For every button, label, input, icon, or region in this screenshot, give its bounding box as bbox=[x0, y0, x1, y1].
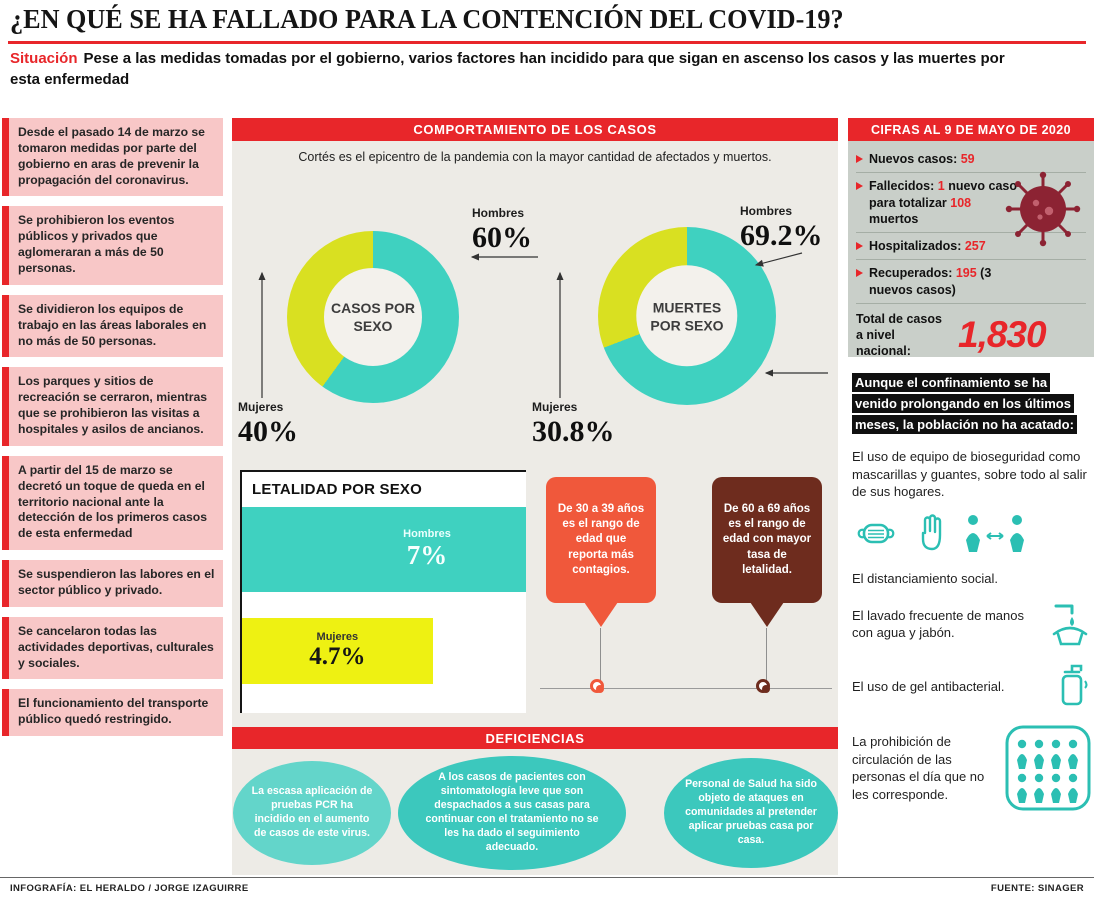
callout-rango-contagios: De 30 a 39 años es el rango de edad que … bbox=[546, 477, 656, 603]
comportamiento-intro: Cortés es el epicentro de la pandemia co… bbox=[298, 150, 772, 164]
donut-casos-title: CASOS POR SEXO bbox=[323, 267, 423, 367]
timeline-axis bbox=[540, 688, 832, 689]
bioseguridad-icons bbox=[852, 511, 1092, 557]
slice-value: 40% bbox=[238, 415, 298, 448]
conduct-item-text: El distanciamiento social. bbox=[852, 570, 998, 586]
letalidad-panel: LETALIDAD POR SEXO Hombres 7% Mujeres 4.… bbox=[240, 470, 526, 713]
label-casos-mujeres: Mujeres 40% bbox=[238, 400, 298, 449]
arrow-bullet-icon bbox=[856, 155, 863, 163]
deficiencias-header: DEFICIENCIAS bbox=[232, 727, 838, 749]
label-muertes-hombres: Hombres 69.2% bbox=[740, 204, 823, 253]
footer: INFOGRAFÍA: EL HERALDO / JORGE IZAGUIRRE… bbox=[0, 877, 1094, 899]
footer-credit: INFOGRAFÍA: EL HERALDO / JORGE IZAGUIRRE bbox=[10, 883, 249, 894]
slice-value: 30.8% bbox=[532, 415, 615, 448]
callout-connector-line bbox=[766, 628, 767, 682]
donut-chart-casos-por-sexo: CASOS POR SEXO bbox=[287, 231, 459, 403]
stat-text: Fallecidos: 1 nuevo caso para totalizar … bbox=[869, 179, 1017, 226]
total-value: 1,830 bbox=[958, 314, 1047, 356]
bar-label: Hombres bbox=[403, 528, 451, 540]
measure-item: Desde el pasado 14 de marzo se tomaron m… bbox=[2, 118, 223, 197]
conduct-section: Aunque el confinamiento se ha venido pro… bbox=[852, 372, 1092, 812]
conduct-item-text: El uso de gel antibacterial. bbox=[852, 678, 1005, 694]
conduct-item-text: El uso de equipo de bioseguridad como ma… bbox=[852, 449, 1087, 500]
coronavirus-icon bbox=[1005, 171, 1081, 247]
stat-text: Nuevos casos: 59 bbox=[869, 152, 975, 166]
cifras-box: Nuevos casos: 59 Fallecidos: 1 nuevo caso… bbox=[848, 141, 1094, 360]
deficiencia-blob: La escasa aplicación de pruebas PCR ha i… bbox=[233, 761, 391, 865]
page-subtitle: Situación Pese a las medidas tomadas por … bbox=[10, 49, 1010, 90]
bar-label: Mujeres bbox=[316, 631, 359, 643]
slice-value: 69.2% bbox=[740, 219, 823, 252]
callout-connector-line bbox=[600, 628, 601, 682]
deficiencia-blob: A los casos de pacientes con sintomatolo… bbox=[398, 756, 626, 870]
total-label: Total de casos a nivel nacional: bbox=[856, 311, 942, 359]
stat-row: Fallecidos: 1 nuevo caso para totalizar … bbox=[856, 173, 1086, 233]
arrow-bullet-icon bbox=[856, 269, 863, 278]
conduct-item-circulacion: La prohibición de circulación de las per… bbox=[852, 724, 1092, 812]
stat-row: Nuevos casos: 59 bbox=[856, 146, 1086, 174]
gloves-icon bbox=[921, 514, 942, 550]
title-underline bbox=[8, 41, 1086, 44]
measure-item: El funcionamiento del transporte público… bbox=[2, 689, 223, 737]
conduct-item-bioseguridad: El uso de equipo de bioseguridad como ma… bbox=[852, 448, 1092, 557]
page-title: ¿EN QUÉ SE HA FALLADO PARA LA CONTENCIÓN… bbox=[10, 4, 844, 34]
conduct-item-gel: El uso de gel antibacterial. bbox=[852, 661, 1092, 711]
slice-value: 60% bbox=[472, 221, 532, 254]
donut-chart-muertes-por-sexo: MUERTES POR SEXO bbox=[598, 227, 776, 405]
conduct-intro: Aunque el confinamiento se ha venido pro… bbox=[852, 372, 1092, 435]
measure-item: A partir del 15 de marzo se decretó un t… bbox=[2, 455, 223, 551]
bar-letalidad-hombres: Hombres 7% bbox=[242, 507, 526, 592]
conduct-item-distanciamiento: El distanciamiento social. bbox=[852, 570, 1092, 588]
mask-icon bbox=[857, 523, 895, 544]
measure-item: Se suspendieron las labores en el sector… bbox=[2, 560, 223, 607]
total-row: Total de casos a nivel nacional: 1,830 bbox=[856, 304, 1086, 360]
measure-item: Se dividieron los equipos de trabajo en … bbox=[2, 294, 223, 358]
gel-icon bbox=[1061, 665, 1088, 706]
conduct-item-text: La prohibición de circulación de las per… bbox=[852, 734, 985, 802]
handwash-icon bbox=[1052, 604, 1088, 646]
arrow-bullet-icon bbox=[856, 182, 863, 191]
measure-item: Los parques y sitios de recreación se ce… bbox=[2, 367, 223, 446]
label-casos-hombres: Hombres 60% bbox=[472, 206, 532, 255]
timeline-marker-letalidad bbox=[756, 679, 770, 693]
slice-label: Mujeres bbox=[238, 400, 284, 414]
stat-text: Hospitalizados: 257 bbox=[869, 239, 986, 253]
footer-source: FUENTE: SINAGER bbox=[990, 883, 1084, 894]
stats-list: Nuevos casos: 59 Fallecidos: 1 nuevo caso… bbox=[856, 146, 1086, 304]
conduct-item-text: El lavado frecuente de manos con agua y … bbox=[852, 607, 1024, 641]
conduct-item-lavado: El lavado frecuente de manos con agua y … bbox=[852, 600, 1092, 648]
measure-item: Se prohibieron los eventos públicos y pr… bbox=[2, 206, 223, 285]
subtitle-label: Situación bbox=[10, 50, 78, 67]
deficiencia-blob: Personal de Salud ha sido objeto de ataq… bbox=[664, 758, 838, 868]
letalidad-title: LETALIDAD POR SEXO bbox=[252, 481, 422, 498]
bar-value: 7% bbox=[406, 540, 448, 570]
callout-text: De 30 a 39 años es el rango de edad que … bbox=[557, 503, 645, 576]
callout-text: De 60 a 69 años es el rango de edad con … bbox=[722, 503, 812, 576]
comportamiento-header: COMPORTAMIENTO DE LOS CASOS bbox=[232, 118, 838, 141]
stat-row: Hospitalizados: 257 bbox=[856, 233, 1086, 261]
measures-list: Desde el pasado 14 de marzo se tomaron m… bbox=[2, 118, 223, 737]
stat-text: Recuperados: 195 (3 nuevos casos) bbox=[869, 266, 992, 297]
slice-label: Hombres bbox=[472, 206, 525, 220]
social-distance-icon bbox=[966, 514, 1024, 552]
callout-rango-letalidad: De 60 a 69 años es el rango de edad con … bbox=[712, 477, 822, 603]
slice-label: Mujeres bbox=[532, 400, 578, 414]
bar-letalidad-mujeres: Mujeres 4.7% bbox=[242, 618, 433, 684]
stat-row: Recuperados: 195 (3 nuevos casos) bbox=[856, 260, 1086, 304]
timeline-marker-contagios bbox=[590, 679, 604, 693]
donut-muertes-title: MUERTES POR SEXO bbox=[636, 265, 738, 367]
subtitle-text: Pese a las medidas tomadas por el gobier… bbox=[10, 50, 1005, 88]
bar-value: 4.7% bbox=[309, 643, 366, 670]
label-muertes-mujeres: Mujeres 30.8% bbox=[532, 400, 615, 449]
arrow-bullet-icon bbox=[856, 242, 863, 250]
people-group-icon bbox=[1005, 725, 1091, 811]
measure-item: Se cancelaron todas las actividades depo… bbox=[2, 616, 223, 680]
slice-label: Hombres bbox=[740, 204, 793, 218]
cifras-header: CIFRAS AL 9 DE MAYO DE 2020 bbox=[848, 118, 1094, 141]
conduct-intro-text: Aunque el confinamiento se ha venido pro… bbox=[852, 373, 1077, 435]
